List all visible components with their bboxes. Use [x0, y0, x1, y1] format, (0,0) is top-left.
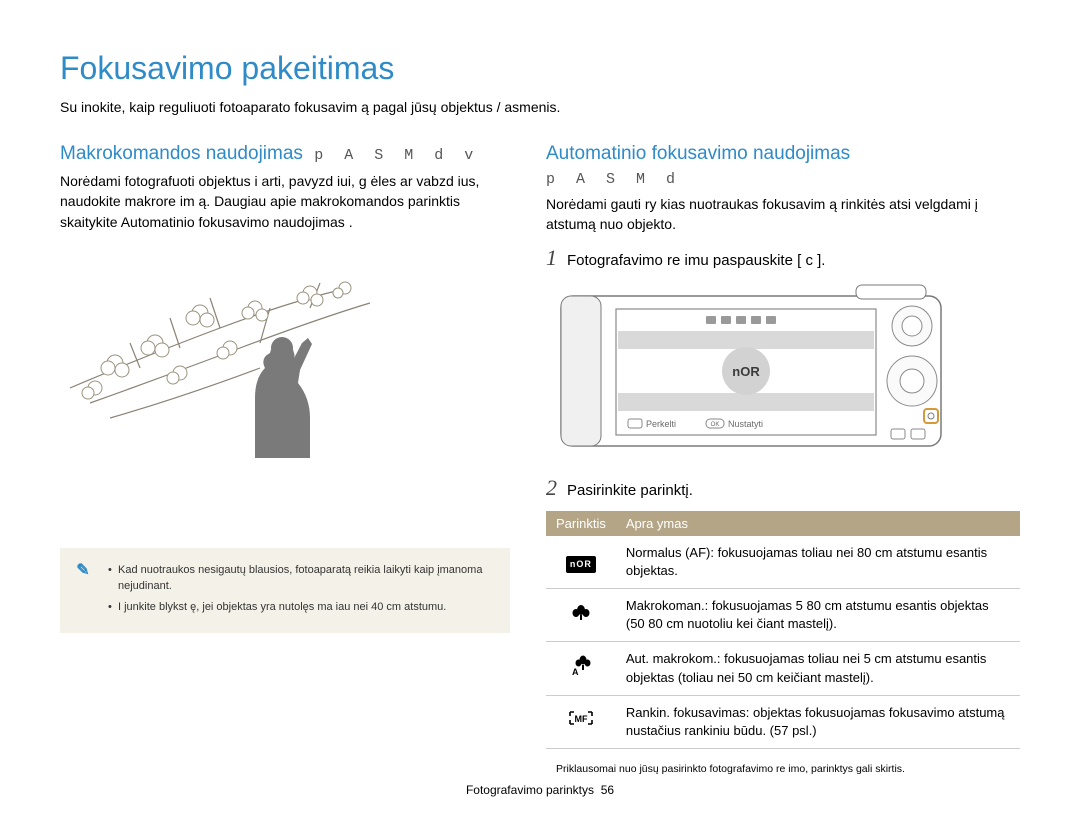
step-1: 1 Fotografavimo re imu paspauskite [ c ]…: [546, 245, 1020, 271]
camera-label-ok: OK: [711, 422, 720, 428]
af-footnote: Priklausomai nuo jūsų pasirinkto fotogra…: [556, 763, 1020, 775]
macro-heading-text: Makrokomandos naudojimas: [60, 143, 303, 164]
camera-illustration: nOR Perkelti OK Nustatyti: [556, 281, 1020, 461]
note-item: Kad nuotraukos nesigautų blausios, fotoa…: [108, 562, 494, 595]
col-desc: Apra ymas: [616, 511, 1020, 536]
macro-heading: Makrokomandos naudojimas p A S M d v: [60, 143, 510, 165]
camera-screen-badge: nOR: [732, 364, 760, 379]
option-desc: Rankin. fokusavimas: objektas fokusuojam…: [616, 695, 1020, 748]
footer-label: Fotografavimo parinktys: [466, 783, 594, 797]
table-row: A Aut. makrokom.: fokusuojamas toliau ne…: [546, 642, 1020, 695]
table-row: MF Rankin. fokusavimas: objektas fokusuo…: [546, 695, 1020, 748]
macro-body: Norėdami fotografuoti objektus i arti, p…: [60, 171, 510, 232]
af-heading: Automatinio fokusavimo naudojimas: [546, 143, 1020, 165]
table-row: Makrokoman.: fokusuojamas 5 80 cm atstum…: [546, 588, 1020, 641]
option-desc: Makrokoman.: fokusuojamas 5 80 cm atstum…: [616, 588, 1020, 641]
step-1-text: Fotografavimo re imu paspauskite [ c ].: [567, 252, 825, 269]
svg-text:A: A: [572, 667, 579, 676]
macro-modes: p A S M d v: [314, 147, 479, 164]
option-icon-macro: [546, 588, 616, 641]
page-number: 56: [601, 783, 614, 797]
options-table: Parinktis Apra ymas nOR Normalus (AF): f…: [546, 511, 1020, 750]
note-item: I junkite blykst ę, jei objektas yra nut…: [108, 599, 494, 616]
option-icon-mf: MF: [546, 695, 616, 748]
af-modes: p A S M d: [546, 171, 1020, 188]
option-desc: Normalus (AF): fokusuojamas toliau nei 8…: [616, 536, 1020, 589]
svg-text:MF: MF: [574, 714, 587, 724]
table-row: nOR Normalus (AF): fokusuojamas toliau n…: [546, 536, 1020, 589]
af-body: Norėdami gauti ry kias nuotraukas fokusa…: [546, 194, 1020, 235]
camera-label-move: Perkelti: [646, 419, 676, 429]
option-icon-normal: nOR: [546, 536, 616, 589]
step-2-num: 2: [546, 475, 557, 501]
note-icon: ✎: [74, 562, 92, 580]
note-box: ✎ Kad nuotraukos nesigautų blausios, fot…: [60, 548, 510, 634]
option-icon-automacro: A: [546, 642, 616, 695]
step-2-text: Pasirinkite parinktį.: [567, 482, 693, 499]
option-desc: Aut. makrokom.: fokusuojamas toliau nei …: [616, 642, 1020, 695]
page-intro: Su inokite, kaip reguliuoti fotoaparato …: [60, 99, 1020, 115]
step-1-num: 1: [546, 245, 557, 271]
step-2: 2 Pasirinkite parinktį.: [546, 475, 1020, 501]
camera-label-set: Nustatyti: [728, 419, 763, 429]
macro-illustration: [60, 248, 510, 458]
col-option: Parinktis: [546, 511, 616, 536]
page-title: Fokusavimo pakeitimas: [60, 50, 1020, 87]
page-footer: Fotografavimo parinktys 56: [0, 783, 1080, 797]
